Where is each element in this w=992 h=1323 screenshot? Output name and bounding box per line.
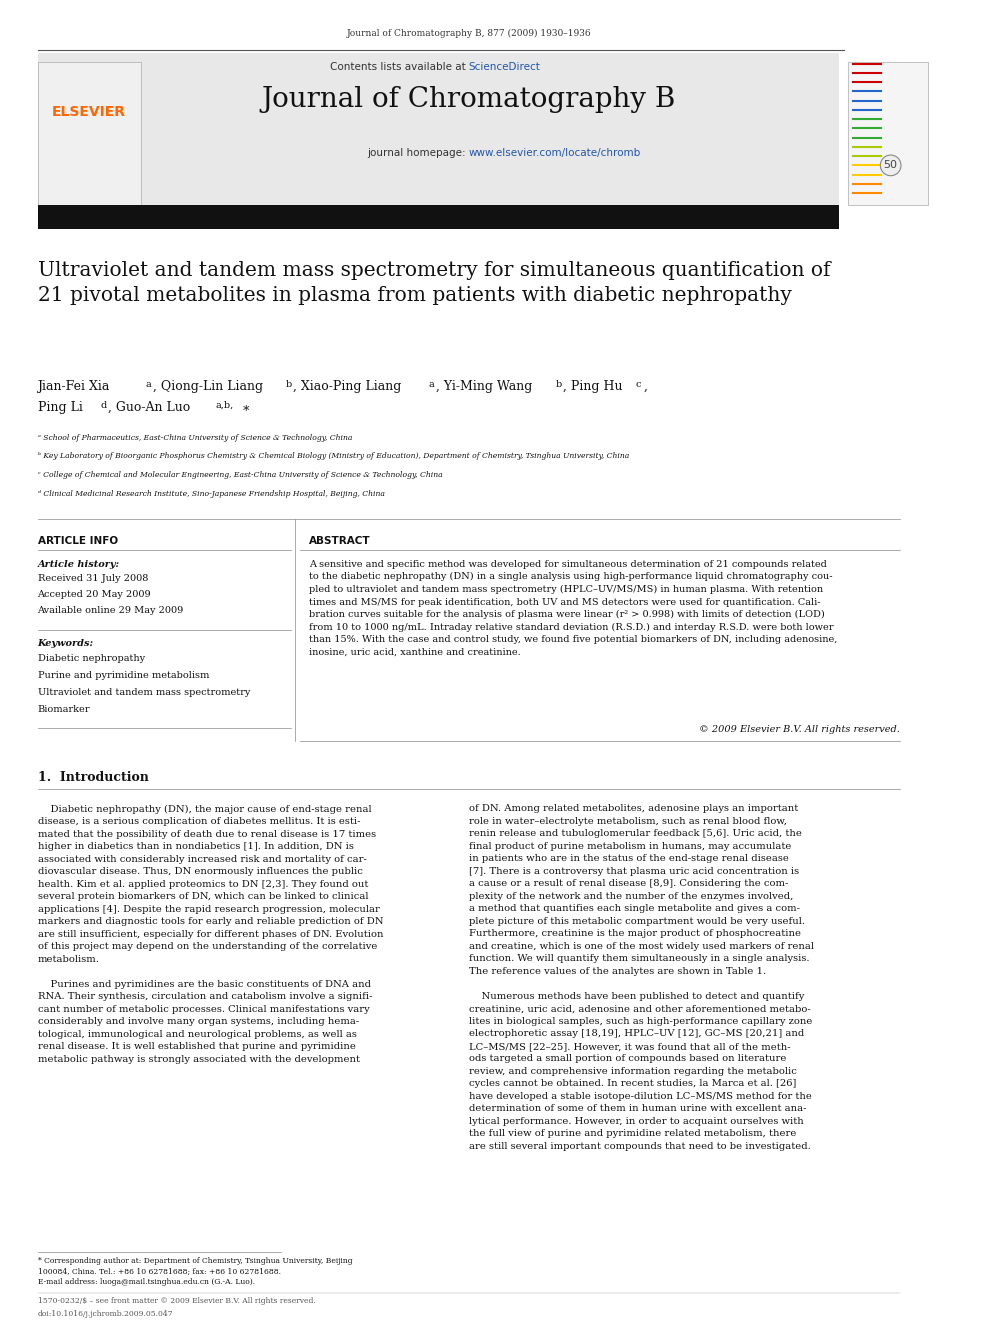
Text: Diabetic nephropathy (DN), the major cause of end-stage renal
disease, is a seri: Diabetic nephropathy (DN), the major cau… (38, 804, 383, 1064)
Text: E-mail address: luoga@mail.tsinghua.edu.cn (G.-A. Luo).: E-mail address: luoga@mail.tsinghua.edu.… (38, 1278, 255, 1286)
Text: ARTICLE INFO: ARTICLE INFO (38, 536, 118, 546)
FancyBboxPatch shape (38, 205, 839, 229)
Text: www.elsevier.com/locate/chromb: www.elsevier.com/locate/chromb (469, 148, 641, 159)
Text: Accepted 20 May 2009: Accepted 20 May 2009 (38, 590, 151, 599)
Text: ABSTRACT: ABSTRACT (310, 536, 371, 546)
Text: Jian-Fei Xia: Jian-Fei Xia (38, 380, 110, 393)
Text: A sensitive and specific method was developed for simultaneous determination of : A sensitive and specific method was deve… (310, 560, 838, 658)
Text: ᵇ Key Laboratory of Bioorganic Phosphorus Chemistry & Chemical Biology (Ministry: ᵇ Key Laboratory of Bioorganic Phosphoru… (38, 452, 629, 460)
Text: ,: , (643, 380, 647, 393)
Text: Diabetic nephropathy: Diabetic nephropathy (38, 654, 145, 663)
Text: b: b (556, 380, 562, 389)
Text: 1570-0232/$ – see front matter © 2009 Elsevier B.V. All rights reserved.: 1570-0232/$ – see front matter © 2009 El… (38, 1297, 315, 1304)
Text: Keywords:: Keywords: (38, 639, 93, 648)
FancyBboxPatch shape (38, 53, 839, 205)
Text: Received 31 July 2008: Received 31 July 2008 (38, 574, 148, 583)
Text: journal homepage:: journal homepage: (367, 148, 469, 159)
FancyBboxPatch shape (38, 62, 141, 205)
Text: ∗: ∗ (242, 401, 250, 414)
Text: * Corresponding author at: Department of Chemistry, Tsinghua University, Beijing: * Corresponding author at: Department of… (38, 1257, 352, 1275)
Text: a,b,: a,b, (215, 401, 234, 410)
Text: Journal of Chromatography B: Journal of Chromatography B (262, 86, 676, 112)
Text: 50: 50 (884, 160, 898, 171)
Text: , Yi-Ming Wang: , Yi-Ming Wang (435, 380, 533, 393)
Text: ELSEVIER: ELSEVIER (52, 106, 126, 119)
Text: ScienceDirect: ScienceDirect (469, 62, 541, 73)
Text: Ultraviolet and tandem mass spectrometry for simultaneous quantification of
21 p: Ultraviolet and tandem mass spectrometry… (38, 261, 830, 304)
Text: ᵃ School of Pharmaceutics, East-China University of Science & Technology, China: ᵃ School of Pharmaceutics, East-China Un… (38, 434, 352, 442)
Text: , Qiong-Lin Liang: , Qiong-Lin Liang (153, 380, 263, 393)
Text: , Xiao-Ping Liang: , Xiao-Ping Liang (294, 380, 402, 393)
Text: d: d (100, 401, 106, 410)
Text: b: b (286, 380, 293, 389)
Text: a: a (145, 380, 151, 389)
Text: Ultraviolet and tandem mass spectrometry: Ultraviolet and tandem mass spectrometry (38, 688, 250, 697)
Text: Ping Li: Ping Li (38, 401, 82, 414)
Text: ᵈ Clinical Medicinal Research Institute, Sino-Japanese Friendship Hospital, Beij: ᵈ Clinical Medicinal Research Institute,… (38, 490, 384, 497)
FancyBboxPatch shape (848, 62, 929, 205)
Text: Purine and pyrimidine metabolism: Purine and pyrimidine metabolism (38, 671, 209, 680)
Text: doi:10.1016/j.jchromb.2009.05.047: doi:10.1016/j.jchromb.2009.05.047 (38, 1310, 174, 1318)
Text: a: a (429, 380, 434, 389)
Text: Available online 29 May 2009: Available online 29 May 2009 (38, 606, 184, 615)
Text: Article history:: Article history: (38, 560, 120, 569)
Text: © 2009 Elsevier B.V. All rights reserved.: © 2009 Elsevier B.V. All rights reserved… (699, 725, 900, 734)
Text: c: c (636, 380, 641, 389)
Text: Biomarker: Biomarker (38, 705, 90, 714)
Text: , Ping Hu: , Ping Hu (563, 380, 623, 393)
Text: , Guo-An Luo: , Guo-An Luo (108, 401, 190, 414)
Text: Contents lists available at: Contents lists available at (329, 62, 469, 73)
Text: Journal of Chromatography B, 877 (2009) 1930–1936: Journal of Chromatography B, 877 (2009) … (346, 29, 591, 38)
Text: 1.  Introduction: 1. Introduction (38, 771, 149, 785)
Text: of DN. Among related metabolites, adenosine plays an important
role in water–ele: of DN. Among related metabolites, adenos… (469, 804, 813, 1151)
Text: ᶜ College of Chemical and Molecular Engineering, East-China University of Scienc: ᶜ College of Chemical and Molecular Engi… (38, 471, 442, 479)
